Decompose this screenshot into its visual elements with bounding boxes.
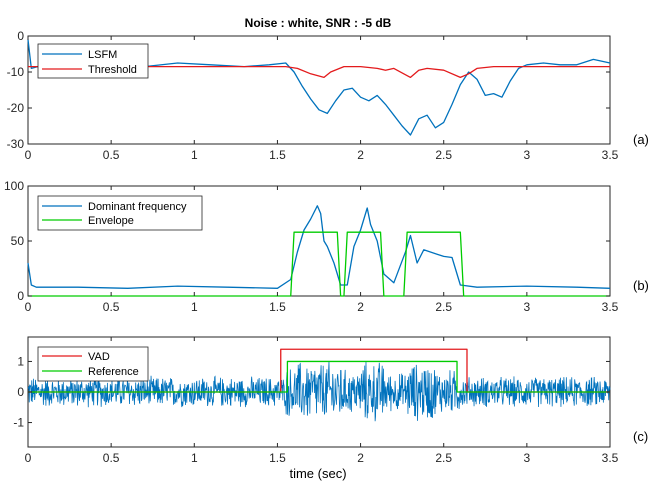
x-axis-label: time (sec) <box>289 466 346 481</box>
x-tick-label: 3 <box>524 300 531 314</box>
legend-label-threshold: Threshold <box>88 64 137 76</box>
ticks-layer-b: 0 0.5 1 1.5 2 2.5 3 3.5 0 50 100 <box>4 179 619 314</box>
x-tick-label: 0.5 <box>103 451 120 465</box>
x-tick-label: 3 <box>524 451 531 465</box>
panel-tag-b: (b) <box>633 278 649 293</box>
x-tick-label: 1.5 <box>269 148 286 162</box>
legend-label-reference: Reference <box>88 366 139 378</box>
legend-label-vad: VAD <box>88 351 110 363</box>
x-tick-label: 2.5 <box>435 148 452 162</box>
y-tick-label: 0 <box>17 29 24 43</box>
x-tick-label: 2 <box>357 451 364 465</box>
legend-label-envelope: Envelope <box>88 215 134 227</box>
x-tick-label: 2.5 <box>435 451 452 465</box>
x-tick-label: 3.5 <box>602 300 619 314</box>
x-tick-label: 0.5 <box>103 300 120 314</box>
x-tick-label: 0 <box>25 451 32 465</box>
series-signal <box>27 361 611 422</box>
y-tick-label: -10 <box>7 65 25 79</box>
x-tick-label: 2 <box>357 148 364 162</box>
series-threshold <box>28 65 610 79</box>
x-tick-label: 1 <box>191 451 198 465</box>
x-tick-label: 2 <box>357 300 364 314</box>
y-tick-label: 0 <box>17 289 24 303</box>
x-tick-label: 3.5 <box>602 148 619 162</box>
x-tick-label: 1 <box>191 148 198 162</box>
x-tick-label: 3 <box>524 148 531 162</box>
series-layer-b <box>27 205 611 297</box>
ticks-layer-c: 0 0.5 1 1.5 2 2.5 3 3.5 1 0 -1 <box>13 337 619 465</box>
legend-label-dominant-frequency: Dominant frequency <box>88 201 187 213</box>
axes-frame-a <box>27 35 611 145</box>
series-dominant-frequency <box>27 205 611 289</box>
signal-layer-c <box>27 361 611 422</box>
y-tick-label: -1 <box>13 416 24 430</box>
panel-b: 0 0.5 1 1.5 2 2.5 3 3.5 0 50 100 (b) Dominant freq… <box>4 179 649 314</box>
legend-c: VAD Reference <box>37 346 149 382</box>
x-tick-label: 2.5 <box>435 300 452 314</box>
panel-tag-a: (a) <box>633 132 649 147</box>
x-tick-label: 1.5 <box>269 300 286 314</box>
x-tick-label: 0.5 <box>103 148 120 162</box>
y-tick-label: 100 <box>4 179 24 193</box>
legend-box <box>37 195 203 231</box>
series-reference <box>28 360 610 393</box>
series-envelope <box>28 231 610 297</box>
x-tick-label: 1 <box>191 300 198 314</box>
series-lsfm <box>27 39 611 136</box>
y-tick-label: -30 <box>7 137 25 151</box>
legend-b: Dominant frequency Envelope <box>37 195 203 231</box>
panel-tag-c: (c) <box>633 429 648 444</box>
chart-title: Noise : white, SNR : -5 dB <box>245 16 392 30</box>
y-tick-label: 50 <box>11 234 25 248</box>
series-layer-a <box>27 39 611 136</box>
x-tick-label: 1.5 <box>269 451 286 465</box>
panel-c: 0 0.5 1 1.5 2 2.5 3 3.5 1 0 -1 (c) VAD Reference <box>13 336 648 465</box>
y-tick-label: -20 <box>7 101 25 115</box>
x-tick-label: 0 <box>25 300 32 314</box>
y-tick-label: 0 <box>17 385 24 399</box>
x-tick-label: 3.5 <box>602 451 619 465</box>
legend-box <box>37 346 149 382</box>
y-tick-label: 1 <box>17 354 24 368</box>
legend-a: LSFM Threshold <box>37 43 149 79</box>
x-tick-label: 0 <box>25 148 32 162</box>
legend-box <box>37 43 149 79</box>
ticks-layer-a: 0 0.5 1 1.5 2 2.5 3 3.5 0 -10 -20 -30 <box>7 29 619 162</box>
series-layer-c <box>28 348 610 393</box>
legend-label-lsfm: LSFM <box>88 49 117 61</box>
panel-a: Noise : white, SNR : -5 dB 0 0.5 1 1.5 2 2.5 3… <box>7 16 649 162</box>
